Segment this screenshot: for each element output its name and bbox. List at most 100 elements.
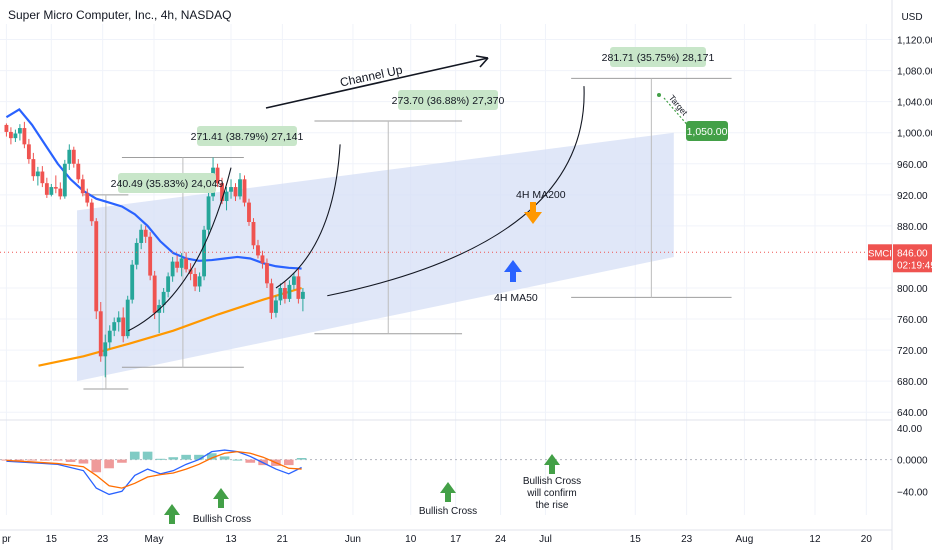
candle [233,183,238,202]
candle [184,252,189,273]
candle-body [8,131,13,139]
candle-body [58,188,63,197]
histogram-bar [232,459,243,461]
candle-body [229,187,233,192]
candle [283,281,287,304]
candle-body [170,261,175,277]
bullish-cross-arrow-1 [164,504,180,524]
candle-body [125,299,130,337]
histogram-bar [52,459,63,461]
candle-body [265,263,269,284]
candle [49,183,54,197]
candle [17,124,22,141]
price-tick-label: 1,040.00 [897,98,932,109]
candle-body [166,276,171,292]
histogram-bar [117,459,127,463]
candle-body [143,229,148,237]
candle [125,295,130,339]
candle [247,198,251,226]
measure-label: 281.71 (35.75%) 28,171 [602,47,714,67]
ma200-line [38,286,302,367]
candle-body [13,133,18,139]
symbol-tag: SMCI [868,248,892,259]
candle-body [220,183,224,202]
histogram-bar [245,459,256,463]
chart-title: Super Micro Computer, Inc., 4h, NASDAQ [8,8,232,22]
candle-body [80,179,85,194]
price-tick-label: 960.00 [897,160,928,171]
candle-body [287,284,292,299]
histogram-bar [104,459,114,469]
histogram-bar [168,457,179,460]
candle-body [40,171,45,184]
candle [130,260,135,304]
price-tick-label: 880.00 [897,222,928,233]
candle [35,166,40,186]
measure-label: 271.41 (38.79%) 27,141 [191,126,304,146]
candle-body [193,274,198,287]
candle-body [112,322,117,331]
candle-body [251,222,256,246]
candle [85,188,90,207]
candle-body [215,167,220,184]
price-tick-label: 640.00 [897,408,928,419]
bullish-cross-label-5: the rise [536,500,569,511]
macd-tick-label: −40.00 [897,487,928,498]
projection-arc-2 [275,144,341,289]
price-tick-label: 760.00 [897,315,928,326]
candle-body [26,144,31,160]
candle-body [283,288,287,299]
candle [188,263,193,281]
candle [251,218,256,250]
candle [193,267,198,292]
candle [206,190,211,236]
candle-body [175,261,180,268]
candle [143,225,148,243]
candle [62,159,67,199]
candle [260,250,265,269]
candle [76,159,81,184]
macd-signal-line [6,451,302,489]
time-tick-label: pr [2,534,12,545]
time-tick-label: 15 [46,534,58,545]
candles [4,121,305,378]
macd-tick-label: 40.00 [897,424,922,435]
candle-body [103,342,108,357]
measure-label: 273.70 (36.88%) 27,370 [392,90,504,110]
candle [94,218,99,320]
time-tick-label: 10 [405,534,417,545]
candle [300,288,305,312]
candle [148,232,153,281]
macd-line [6,449,302,496]
histogram-bar [283,459,294,466]
candle [202,225,206,281]
price-tick-label: 1,120.00 [897,36,932,47]
candle [31,152,36,181]
candle-body [17,128,22,134]
candle-body [62,163,67,197]
candle-body [224,191,229,202]
candle [116,311,121,332]
price-tick-label: 720.00 [897,346,928,357]
candle [139,224,144,250]
currency-label: USD [901,12,922,23]
candle [98,301,103,362]
projection-arc-3 [327,86,585,297]
measure-label: 240.49 (35.83%) 24,049 [111,173,223,193]
candle-body [71,149,76,164]
histogram-bar [181,454,191,460]
candle-body [44,183,49,195]
candle-body [260,255,265,264]
candle [229,179,233,199]
candle [238,173,242,200]
candle-body [134,242,139,265]
ma200-label: 4H MA200 [516,189,566,201]
channel-up-arrow [265,57,489,109]
candle-body [197,276,202,287]
histogram-bar [129,451,140,460]
candle-body [179,258,184,268]
measure-label-text: 271.41 (38.79%) 27,141 [191,131,304,143]
target-dot [657,93,661,97]
price-axis: USD 1,120.00 1,080.00 1,040.00 1,000.00 960.0… [891,0,932,550]
